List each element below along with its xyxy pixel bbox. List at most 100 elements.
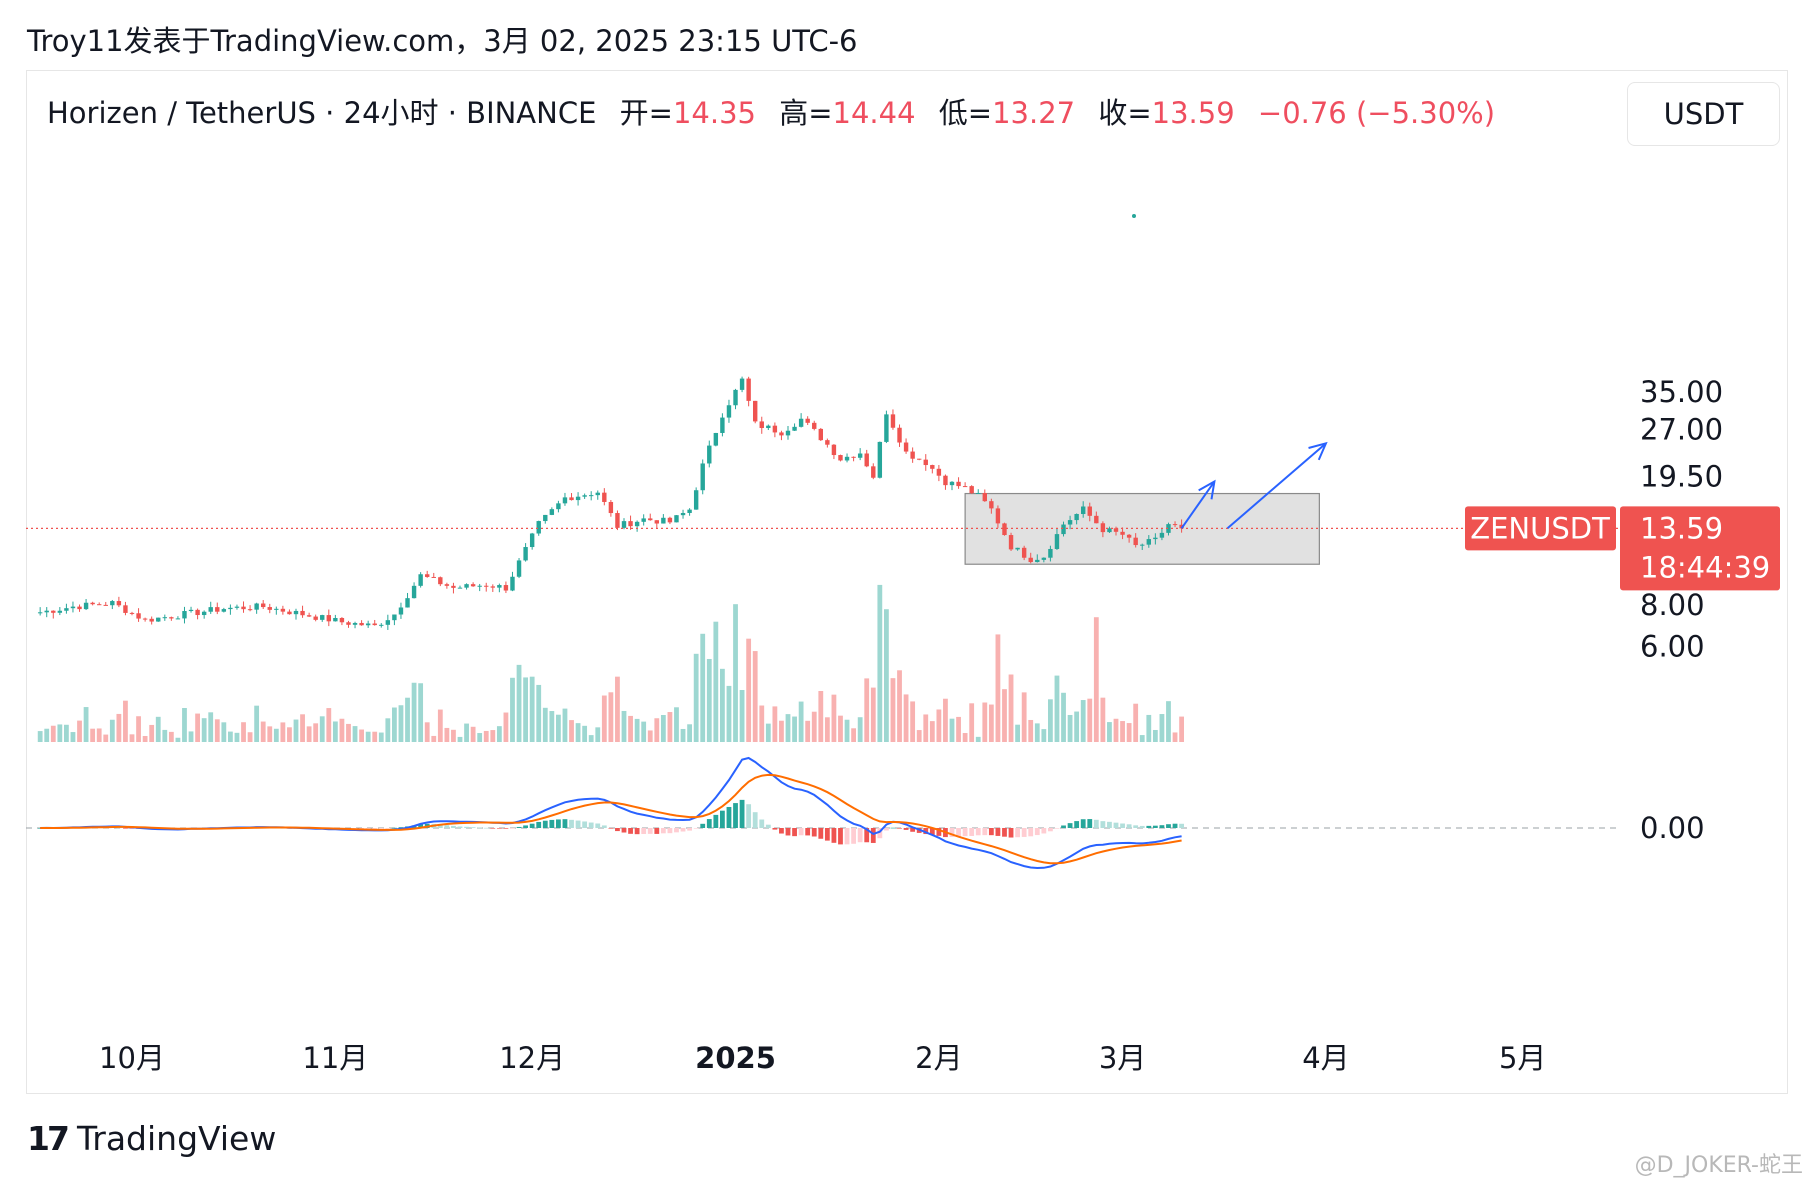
- candle-body: [392, 614, 397, 621]
- volume-bar: [103, 734, 109, 742]
- volume-bar: [287, 727, 292, 742]
- volume-bar: [929, 721, 935, 742]
- volume-bar: [523, 677, 528, 742]
- macd-histogram-bar: [1002, 828, 1007, 837]
- candle-body: [451, 585, 456, 588]
- macd-histogram-bar: [392, 827, 397, 829]
- volume-bar: [116, 713, 122, 742]
- macd-histogram-bar: [1159, 825, 1165, 828]
- candle-body: [313, 616, 318, 620]
- volume-bar: [824, 717, 830, 742]
- forecast-arrow: [1180, 480, 1216, 529]
- volume-bar: [923, 714, 929, 742]
- macd-histogram-bar: [496, 828, 502, 829]
- macd-histogram-bar: [949, 828, 955, 837]
- macd-histogram-bar: [674, 828, 679, 833]
- candle-body: [51, 610, 56, 613]
- candle-body: [589, 495, 594, 497]
- macd-histogram-bar: [785, 828, 791, 836]
- macd-histogram-bar: [923, 828, 929, 835]
- macd-histogram-bar: [1146, 825, 1152, 828]
- candle-body: [608, 501, 614, 514]
- volume-bar: [70, 732, 76, 742]
- candle-body: [851, 456, 856, 458]
- change-value: −0.76 (−5.30%): [1257, 96, 1496, 130]
- candle-body: [890, 414, 896, 428]
- candle-body: [359, 622, 364, 626]
- candle-body: [621, 521, 627, 528]
- volume-bar: [418, 683, 424, 742]
- candle-body: [339, 617, 345, 623]
- volume-bar: [588, 735, 594, 742]
- candle-body: [693, 490, 699, 510]
- candle-body: [549, 509, 555, 515]
- volume-bar: [608, 692, 614, 742]
- volume-bar: [398, 705, 404, 742]
- macd-histogram-bar: [818, 828, 824, 839]
- volume-bar: [247, 732, 253, 742]
- candle-body: [575, 496, 581, 501]
- volume-bar: [1080, 700, 1086, 742]
- macd-histogram-bar: [510, 828, 515, 829]
- candle-body: [37, 612, 43, 614]
- candles: [37, 376, 1184, 630]
- candle-body: [680, 512, 686, 516]
- macd-zero-label: 0.00: [1640, 811, 1705, 845]
- volume-bar: [214, 719, 220, 742]
- candle-body: [1126, 534, 1132, 538]
- volume-bar: [431, 735, 437, 742]
- candle-body: [1153, 537, 1158, 540]
- volume-bar: [897, 670, 902, 742]
- candle-body: [306, 615, 312, 617]
- volume-bar: [1107, 722, 1112, 742]
- candle-body: [595, 492, 600, 496]
- macd-histogram-bar: [851, 828, 856, 844]
- macd-histogram-bar: [1087, 819, 1093, 828]
- candle-body: [1054, 534, 1060, 549]
- currency-unit-button[interactable]: USDT: [1627, 82, 1780, 146]
- volume-bar: [1002, 689, 1007, 742]
- candle-body: [457, 587, 463, 589]
- volume-bar: [536, 684, 542, 742]
- volume-bar: [385, 718, 391, 742]
- brand-footer[interactable]: 17 TradingView: [27, 1119, 276, 1158]
- macd-histogram-bar: [969, 828, 975, 836]
- volume-bar: [857, 717, 863, 742]
- macd-histogram-bar: [1034, 828, 1040, 836]
- macd-histogram-bar: [1139, 825, 1145, 828]
- candle-body: [1067, 520, 1073, 525]
- candle-body: [615, 513, 620, 528]
- macd-histogram-bar: [595, 823, 601, 828]
- macd-histogram-bar: [831, 828, 837, 843]
- macd-histogram-bar: [726, 806, 732, 828]
- macd-histogram-bar: [870, 828, 876, 843]
- macd-histogram-bar: [615, 828, 620, 832]
- volume-bar: [831, 694, 837, 742]
- macd-pane: [26, 756, 1620, 870]
- candle-body: [425, 574, 430, 577]
- macd-histogram-bar: [838, 828, 843, 845]
- volume-bar: [496, 726, 502, 742]
- volume-bar: [123, 700, 128, 742]
- macd-histogram-bar: [667, 828, 673, 834]
- volume-bar: [556, 714, 561, 742]
- symbol-tag: [1465, 506, 1616, 551]
- volume-bar: [739, 690, 745, 742]
- macd-histogram-bar: [929, 828, 935, 835]
- volume-bar: [667, 712, 673, 742]
- candle-body: [720, 417, 725, 433]
- candle-body: [1159, 532, 1165, 538]
- candle-body: [103, 604, 108, 606]
- volume-bar: [910, 701, 916, 742]
- candle-body: [831, 444, 837, 456]
- candle-body: [805, 418, 810, 423]
- candle-body: [602, 492, 607, 502]
- candle-body: [674, 515, 679, 523]
- macd-histogram-bar: [529, 823, 535, 828]
- macd-histogram-bar: [1093, 819, 1099, 828]
- volume-bar: [943, 698, 948, 742]
- candle-body: [713, 432, 719, 446]
- watermark: @D_JOKER-蛇王: [1634, 1153, 1803, 1178]
- volume-bar: [779, 720, 784, 742]
